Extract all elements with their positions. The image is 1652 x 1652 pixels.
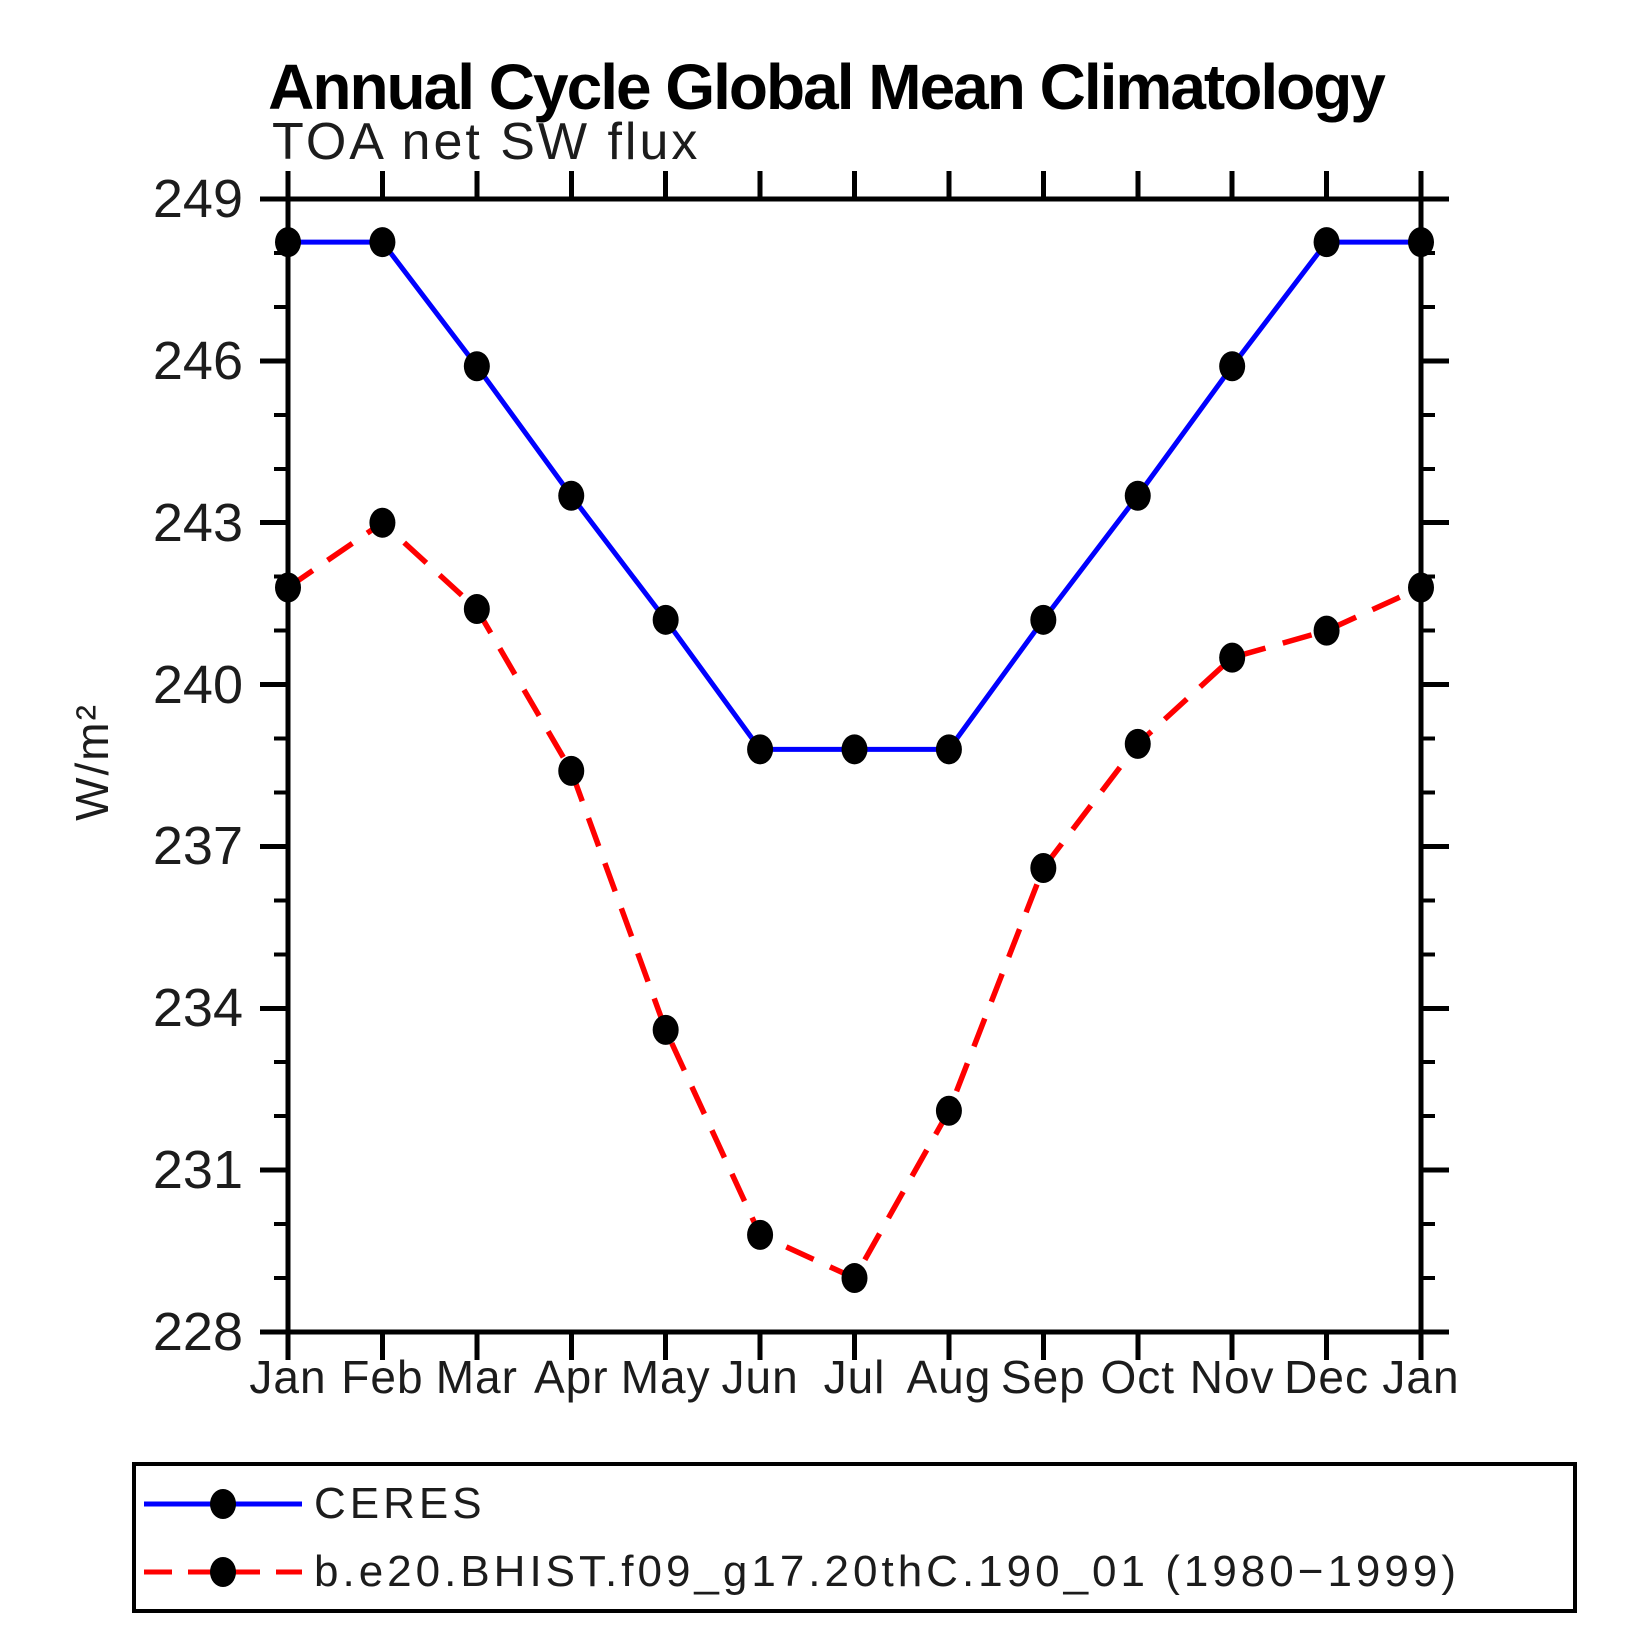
chart-subtitle: TOA net SW flux: [272, 113, 701, 171]
data-point-marker-ceres: [1030, 604, 1057, 635]
x-tick-label: Nov: [1189, 1351, 1275, 1403]
x-tick-label: Apr: [533, 1351, 609, 1403]
data-point-marker-ceres: [558, 480, 585, 511]
data-point-marker-ceres: [1313, 227, 1340, 258]
y-tick-label: 234: [152, 978, 243, 1039]
data-point-marker-model: [935, 1095, 962, 1126]
legend-label-ceres: CERES: [314, 1479, 486, 1528]
legend-marker-icon: [210, 1489, 236, 1519]
y-tick-label: 249: [152, 169, 243, 229]
y-tick-label: 246: [152, 330, 243, 391]
x-tick-label: Oct: [1100, 1351, 1176, 1403]
x-tick-label: Jul: [823, 1351, 886, 1403]
x-tick-label: Aug: [906, 1351, 992, 1403]
legend-entry-model: b.e20.BHIST.f09_g17.20thC.190_01 (1980−1…: [138, 1540, 1460, 1604]
data-point-marker-model: [1408, 572, 1434, 603]
y-tick-label: 237: [152, 816, 243, 877]
x-tick-label: May: [620, 1351, 711, 1403]
y-tick-label: 231: [152, 1140, 243, 1201]
series-line-ceres: [288, 239, 1421, 752]
x-tick-label: Jun: [721, 1351, 799, 1403]
data-point-marker-model: [1030, 853, 1057, 884]
legend-label-model: b.e20.BHIST.f09_g17.20thC.190_01 (1980−1…: [314, 1547, 1460, 1596]
data-point-marker-ceres: [275, 227, 301, 258]
data-point-marker-model: [369, 507, 396, 538]
legend-marker-icon: [210, 1557, 236, 1587]
data-point-marker-ceres: [1219, 351, 1246, 382]
data-point-marker-ceres: [1124, 480, 1151, 511]
y-tick-label: 243: [152, 492, 243, 553]
data-point-marker-model: [1124, 728, 1151, 759]
data-point-marker-ceres: [747, 734, 774, 765]
x-tick-label: Jan: [1382, 1351, 1460, 1403]
x-tick-label: Feb: [341, 1351, 424, 1403]
data-point-marker-ceres: [935, 734, 962, 765]
legend-line-sample-model: [144, 1557, 302, 1587]
data-point-marker-ceres: [841, 734, 868, 765]
data-point-marker-model: [841, 1263, 868, 1294]
chart-title: Annual Cycle Global Mean Climatology: [268, 51, 1386, 123]
legend-box: CERES b.e20.BHIST.f09_g17.20thC.190_01 (…: [132, 1462, 1577, 1613]
x-tick-label: Jan: [249, 1351, 327, 1403]
data-point-marker-model: [652, 1014, 679, 1045]
data-point-marker-model: [1313, 615, 1340, 646]
x-tick-label: Dec: [1284, 1351, 1369, 1403]
y-tick-label: 228: [152, 1302, 243, 1362]
x-tick-label: Sep: [1000, 1351, 1086, 1403]
data-point-marker-model: [275, 572, 301, 603]
data-point-marker-model: [747, 1219, 774, 1250]
series-line-model: [286, 519, 1423, 1282]
legend-entry-ceres: CERES: [138, 1472, 486, 1536]
data-point-marker-ceres: [652, 604, 679, 635]
data-point-marker-ceres: [1408, 227, 1434, 258]
legend-line-sample-ceres: [144, 1489, 302, 1519]
data-point-marker-ceres: [369, 227, 396, 258]
data-point-marker-model: [558, 755, 585, 786]
y-tick-label: 240: [152, 654, 243, 715]
data-point-marker-model: [1219, 642, 1246, 673]
x-tick-label: Mar: [435, 1351, 518, 1403]
data-point-marker-model: [463, 594, 490, 625]
data-point-marker-ceres: [463, 351, 490, 382]
